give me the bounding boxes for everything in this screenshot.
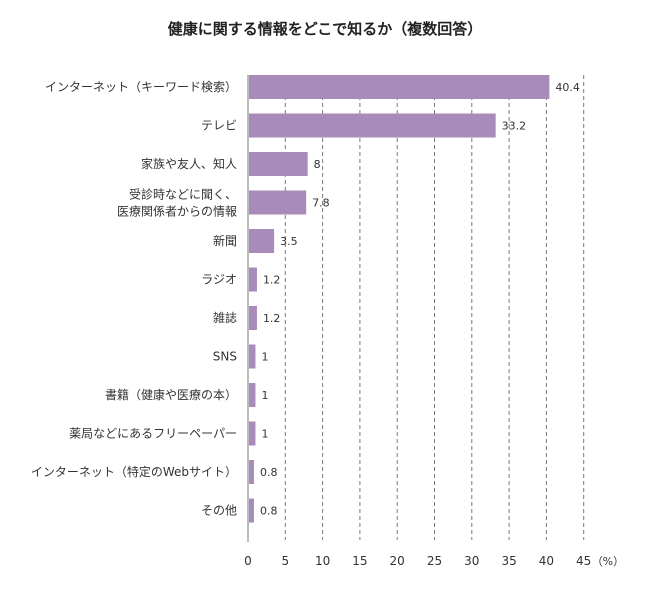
x-tick-label: 10 <box>315 554 330 568</box>
value-label: 1 <box>261 351 268 364</box>
category-label: 家族や友人、知人 <box>141 156 237 171</box>
x-tick-label: 5 <box>281 554 289 568</box>
value-label: 1 <box>261 428 268 441</box>
x-tick-label: 0 <box>244 554 252 568</box>
category-label: インターネット（キーワード検索） <box>45 80 237 94</box>
bar <box>248 113 496 138</box>
value-label: 1 <box>261 389 268 402</box>
x-tick-label: 40 <box>539 554 554 568</box>
category-label: その他 <box>201 504 237 518</box>
category-label: インターネット（特定のWebサイト） <box>31 464 237 479</box>
value-label: 0.8 <box>260 466 278 479</box>
bar <box>248 383 256 407</box>
x-tick-label: 15 <box>352 554 367 568</box>
value-label: 33.2 <box>502 120 527 133</box>
x-tick-label: 35 <box>501 554 516 568</box>
bar <box>248 421 256 446</box>
value-label: 40.4 <box>555 81 580 94</box>
x-tick-label: 20 <box>390 554 405 568</box>
bar <box>248 190 307 215</box>
category-label: 書籍（健康や医療の本） <box>105 387 237 402</box>
category-label: SNS <box>213 350 237 364</box>
x-tick-label: 30 <box>464 554 479 568</box>
category-label: ラジオ <box>201 273 237 287</box>
x-tick-label: 45 <box>576 554 591 568</box>
value-label: 0.8 <box>260 505 278 518</box>
value-label: 8 <box>314 158 321 171</box>
bar <box>248 75 550 99</box>
bar <box>248 498 254 523</box>
category-label: 雑誌 <box>213 310 237 325</box>
bar <box>248 344 256 369</box>
x-tick-label: 25 <box>427 554 442 568</box>
bar <box>248 152 308 176</box>
category-label: テレビ <box>201 119 237 133</box>
value-label: 1.2 <box>263 312 281 325</box>
bar <box>248 460 254 484</box>
value-label: 7.8 <box>312 197 330 210</box>
category-label: 受診時などに聞く、医療関係者からの情報 <box>117 187 237 219</box>
category-label: 薬局などにあるフリーペーパー <box>69 427 237 441</box>
value-label: 1.2 <box>263 274 281 287</box>
bar <box>248 229 275 253</box>
bar <box>248 306 257 330</box>
value-label: 3.5 <box>280 235 298 248</box>
bar <box>248 267 257 292</box>
x-unit-label: （%） <box>592 555 624 568</box>
category-label: 新聞 <box>213 233 237 248</box>
chart-title: 健康に関する情報をどこで知るか（複数回答） <box>167 20 483 38</box>
